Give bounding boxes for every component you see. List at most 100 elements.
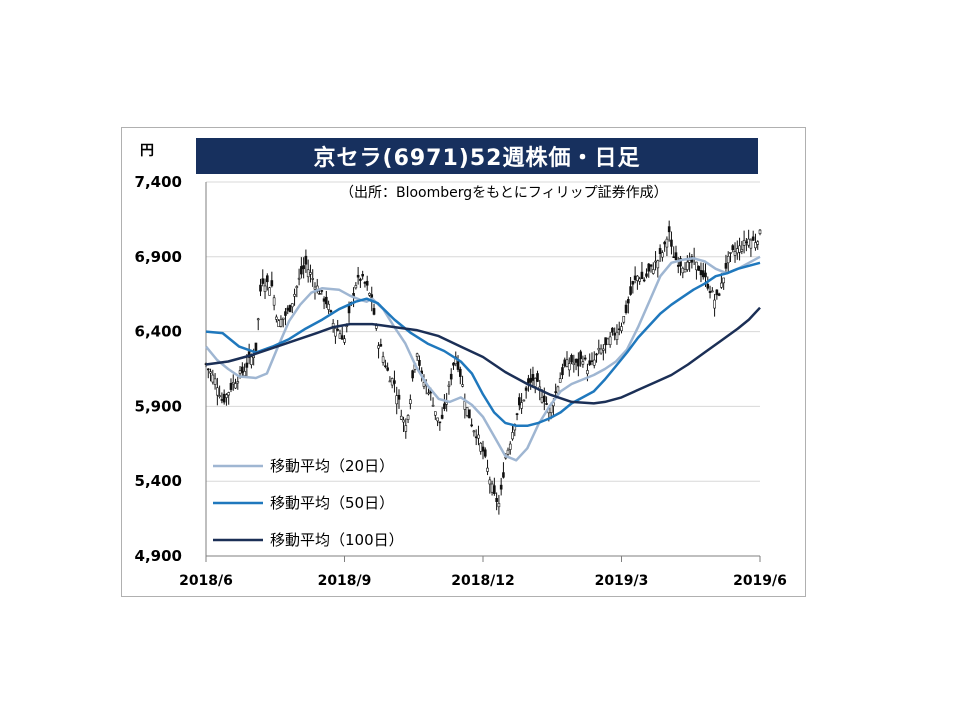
candle-body — [284, 311, 287, 316]
candle-body — [749, 239, 753, 249]
candle-body — [511, 432, 514, 440]
candle-body — [742, 240, 746, 246]
candle-body — [384, 365, 387, 368]
candle-body — [499, 484, 503, 490]
candle-body — [431, 404, 435, 407]
candle-body — [561, 367, 564, 376]
candle-body — [427, 392, 430, 395]
candle-body — [479, 443, 483, 452]
x-tick-label: 2018/6 — [179, 573, 233, 589]
candle-body — [243, 371, 246, 376]
candle-body — [599, 348, 603, 354]
candle-body — [250, 356, 253, 366]
candle-body — [604, 337, 607, 346]
unit-label: 円 — [140, 143, 154, 159]
candle-body — [399, 415, 403, 420]
source-note: （出所：Bloombergをもとにフィリップ証券作成） — [340, 185, 668, 201]
candle-body — [590, 360, 594, 362]
candle-body — [377, 345, 380, 349]
candle-body — [638, 278, 641, 282]
candle-body — [477, 434, 480, 439]
candle-body — [320, 290, 324, 292]
candle-body — [729, 252, 732, 254]
chart-title: 京セラ(6971)52週株価・日足 — [196, 138, 758, 174]
candle-body — [481, 446, 485, 452]
candle-body — [636, 275, 639, 281]
candle-body — [318, 293, 321, 295]
candle-body — [270, 280, 274, 287]
legend: 移動平均（20日） 移動平均（50日） 移動平均（100日） — [210, 454, 432, 552]
candle-body — [279, 319, 283, 327]
candle-body — [751, 236, 755, 241]
candle-body — [592, 359, 596, 366]
candle-body — [490, 483, 494, 493]
candle-body — [486, 467, 489, 472]
candle-body — [456, 361, 460, 370]
candle-body — [354, 285, 358, 289]
y-tick-label: 4,900 — [135, 547, 182, 565]
candle-body — [468, 409, 471, 419]
candle-body — [338, 333, 342, 339]
candle-body — [322, 298, 326, 302]
candle-body — [520, 402, 523, 409]
candle-body — [436, 417, 439, 422]
candle-body — [738, 245, 741, 253]
candle-body — [522, 399, 526, 402]
candle-body — [667, 226, 671, 233]
candle-body — [277, 320, 280, 328]
candle-body — [368, 293, 371, 296]
candle-body — [758, 229, 762, 234]
candle-body — [640, 271, 644, 280]
candle-body — [297, 277, 301, 280]
candle-body — [745, 241, 748, 244]
candle-body — [543, 395, 546, 403]
candle-body — [443, 403, 446, 410]
candle-body — [290, 303, 294, 308]
candle-body — [631, 281, 635, 285]
candle-body — [622, 316, 626, 323]
candle-body — [445, 402, 448, 405]
candle-body — [608, 336, 612, 346]
candle-body — [654, 260, 657, 263]
candle-body — [309, 272, 312, 275]
candle-body — [706, 283, 710, 289]
candle-body — [697, 266, 700, 271]
candle-body — [676, 264, 680, 267]
candle-body — [731, 245, 735, 251]
candle-body — [447, 384, 451, 387]
candle-body — [463, 401, 467, 410]
candle-body — [495, 498, 498, 502]
candle-body — [627, 299, 630, 304]
candle-body — [570, 354, 573, 363]
candle-body — [313, 286, 317, 290]
candle-body — [356, 274, 360, 278]
candle-body — [713, 299, 716, 309]
candle-body — [518, 397, 521, 406]
candle-body — [347, 305, 351, 314]
candle-body — [558, 378, 562, 383]
candle-body — [633, 275, 637, 280]
candle-body — [395, 395, 399, 405]
candle-body — [220, 399, 224, 401]
candle-body — [724, 263, 728, 269]
candle-body — [661, 252, 664, 258]
candle-body — [545, 403, 548, 405]
candle-body — [256, 318, 260, 321]
candle-body — [672, 256, 676, 258]
candle-body — [266, 275, 269, 283]
candle-body — [747, 238, 750, 246]
candle-body — [540, 397, 544, 403]
candle-body — [238, 370, 242, 374]
candle-body — [286, 307, 290, 311]
candle-body — [206, 368, 210, 371]
candle-body — [406, 415, 410, 420]
candle-body — [293, 293, 296, 297]
candle-body — [586, 370, 589, 375]
candle-body — [567, 363, 571, 371]
x-tick-label: 2018/12 — [451, 573, 515, 589]
candle-body — [579, 351, 582, 360]
candle-body — [647, 263, 651, 272]
candle-body — [218, 395, 221, 397]
candle-body — [211, 374, 215, 383]
candle-body — [386, 367, 389, 371]
